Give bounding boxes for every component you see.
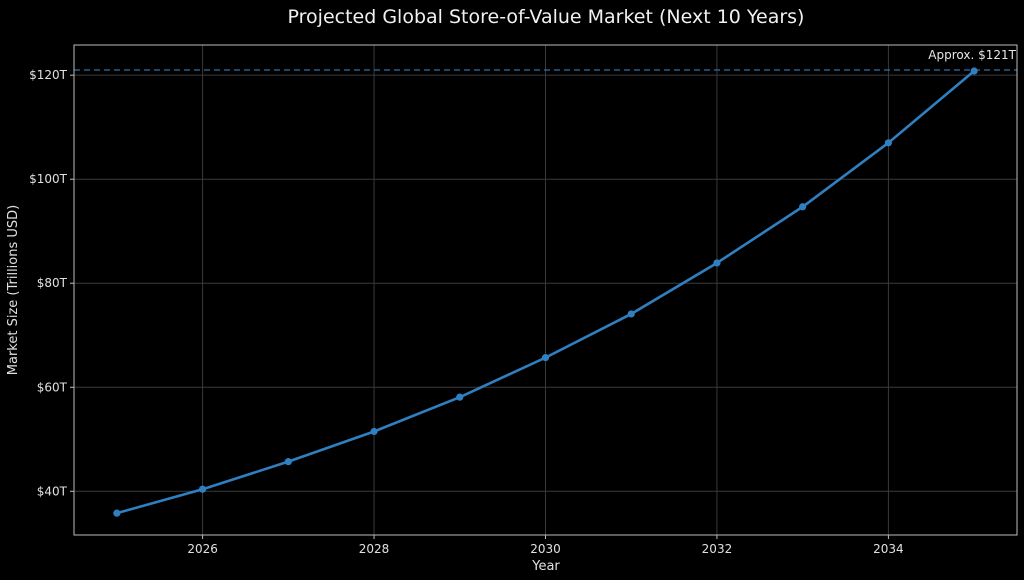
- data-point: [884, 139, 893, 147]
- grid-lines: [74, 45, 1017, 535]
- y-axis-label: Market Size (Trillions USD): [6, 205, 21, 375]
- data-point: [799, 203, 807, 211]
- data-point: [198, 485, 207, 493]
- annotation-label: Approx. $121T: [928, 48, 1016, 62]
- y-tick-label: $120T: [29, 68, 68, 82]
- data-point: [627, 310, 635, 318]
- data-point: [113, 509, 121, 517]
- y-axis-ticks: $40T $60T $80T $100T $120T: [29, 68, 74, 498]
- data-point: [456, 393, 464, 401]
- data-series: [113, 67, 978, 517]
- x-tick-label: 2032: [702, 542, 733, 556]
- data-point: [370, 427, 378, 436]
- data-point: [970, 67, 978, 75]
- y-tick-label: $100T: [29, 172, 68, 186]
- x-axis-label: Year: [531, 559, 560, 574]
- y-tick-label: $40T: [37, 484, 68, 498]
- x-tick-label: 2034: [873, 542, 904, 556]
- x-tick-label: 2026: [187, 542, 218, 556]
- y-tick-label: $60T: [37, 380, 68, 394]
- y-tick-label: $80T: [37, 276, 68, 290]
- x-tick-label: 2030: [530, 542, 561, 556]
- x-axis-ticks: 2026 2028 2030 2032 2034: [187, 535, 904, 556]
- data-point: [541, 354, 550, 362]
- data-point: [713, 259, 721, 267]
- chart-title: Projected Global Store-of-Value Market (…: [288, 6, 805, 28]
- data-point: [284, 458, 292, 466]
- x-tick-label: 2028: [359, 542, 390, 556]
